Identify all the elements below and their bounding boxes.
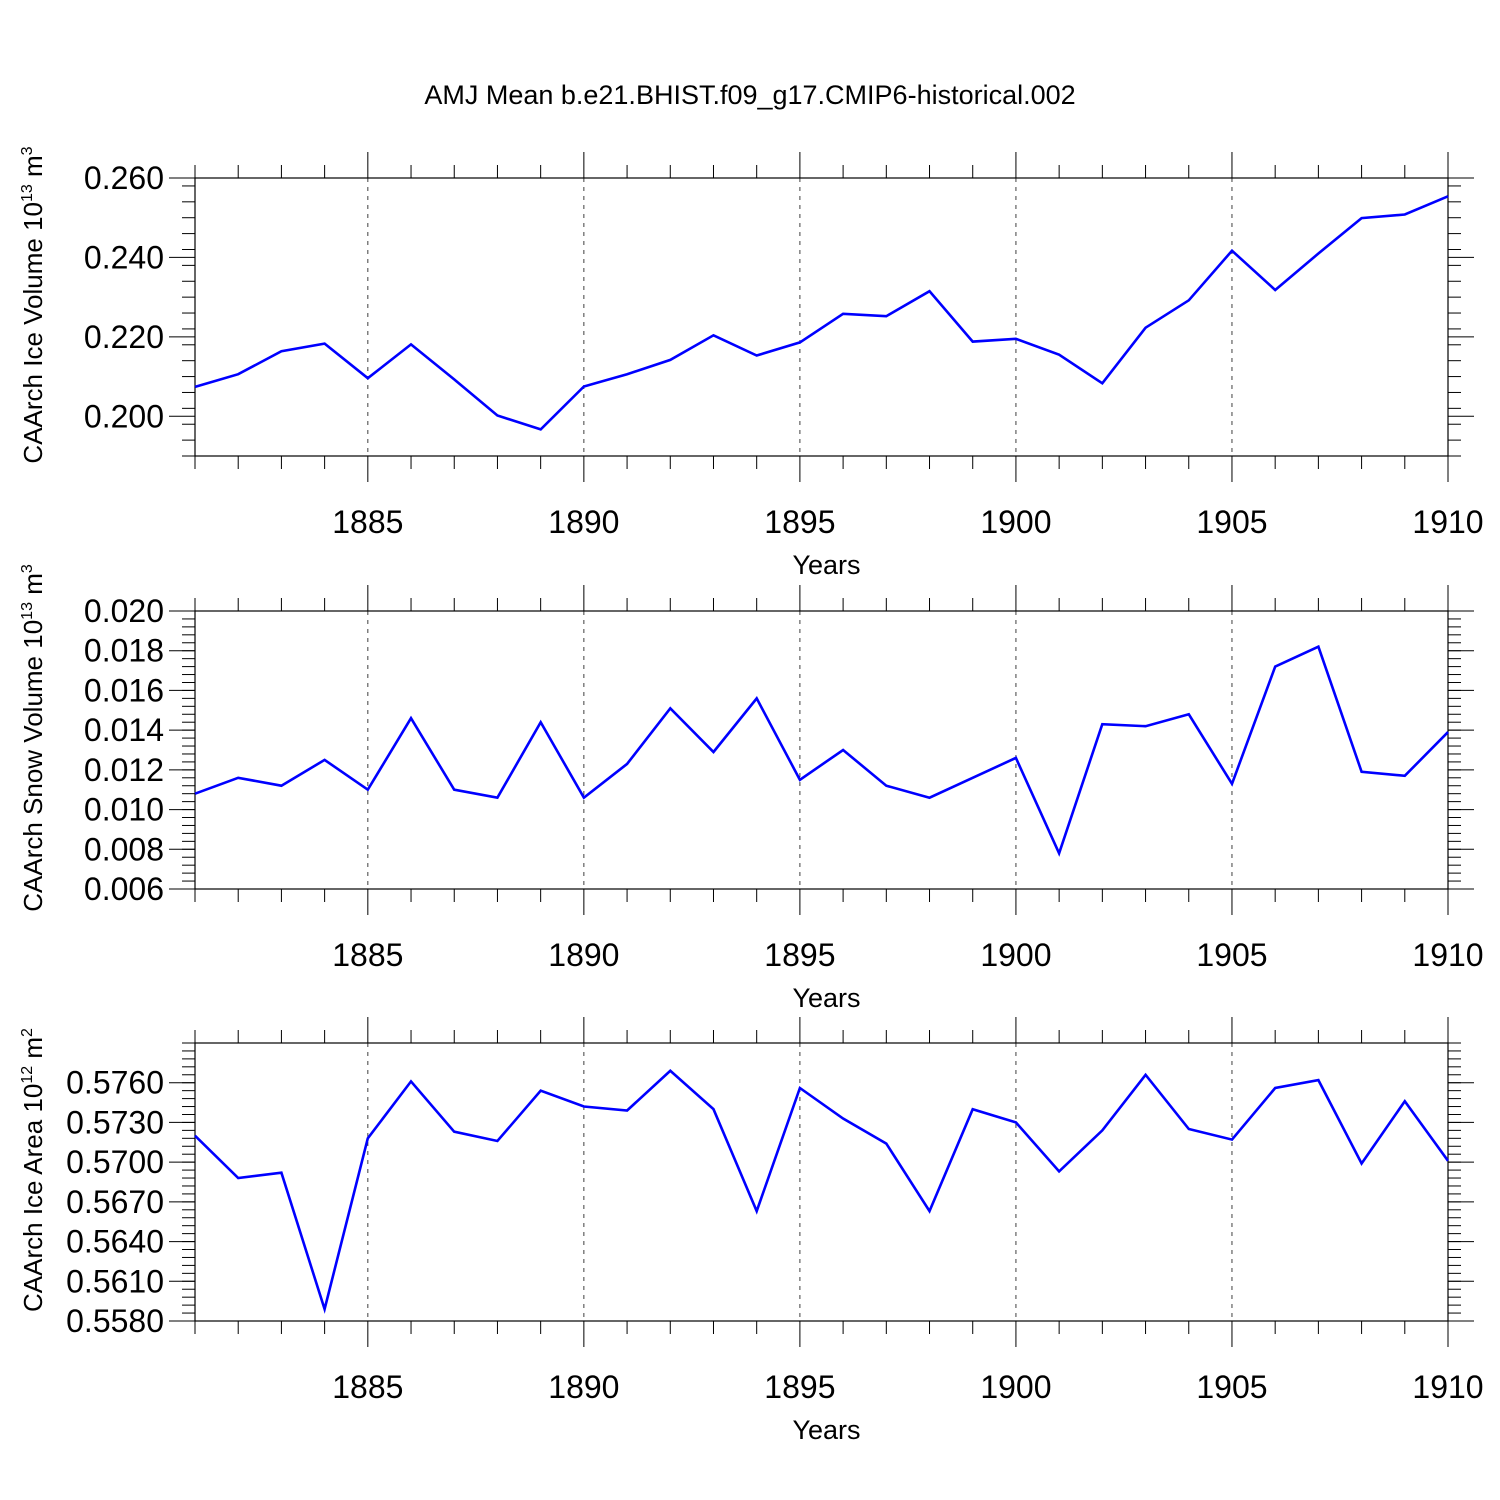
y-tick-label: 0.006 (84, 871, 164, 907)
y-tick-label: 0.012 (84, 752, 164, 788)
x-tick-label: 1905 (1196, 1369, 1267, 1405)
y-tick-label: 0.5640 (66, 1224, 164, 1260)
x-tick-label: 1900 (980, 1369, 1051, 1405)
y-axis-label: CAArch Ice Area 1012 m2 (18, 1028, 48, 1312)
y-axis-label-exponent: 13 (19, 184, 36, 202)
y-tick-label: 0.260 (84, 160, 164, 196)
chart-title: AMJ Mean b.e21.BHIST.f09_g17.CMIP6-histo… (424, 80, 1075, 110)
plot-frame (194, 177, 1449, 457)
y-tick-label: 0.5700 (66, 1144, 164, 1180)
y-tick-label: 0.020 (84, 593, 164, 629)
y-tick-label: 0.018 (84, 633, 164, 669)
plot-frame (194, 1042, 1449, 1322)
y-axis-label-exponent: 13 (19, 602, 36, 620)
x-tick-label: 1895 (764, 504, 835, 540)
y-axis-label-text: CAArch Snow Volume 10 (18, 620, 48, 912)
plot-frame (194, 610, 1449, 890)
y-tick-label: 0.200 (84, 398, 164, 434)
x-tick-label: 1910 (1412, 1369, 1483, 1405)
x-tick-label: 1885 (332, 504, 403, 540)
y-axis-label-unit-exponent: 2 (19, 1028, 36, 1037)
y-tick-label: 0.5670 (66, 1184, 164, 1220)
x-axis-label: Years (792, 1415, 860, 1445)
series-line (194, 195, 1449, 431)
y-tick-label: 0.5730 (66, 1104, 164, 1140)
y-axis-label-unit-exponent: 3 (19, 564, 36, 573)
panel-ice-area: 1885 1890 1895 1900 1905 1910 Years 0.5580 0.561… (18, 1017, 1484, 1445)
series-line (194, 1069, 1450, 1314)
series-line (194, 644, 1449, 857)
y-tick-label: 0.5760 (66, 1065, 164, 1101)
x-tick-label: 1910 (1412, 937, 1483, 973)
y-tick-label: 0.008 (84, 831, 164, 867)
x-tick-label: 1900 (980, 504, 1051, 540)
y-axis-label-unit: m (18, 155, 48, 184)
y-axis-label-text: CAArch Ice Volume 10 (18, 202, 48, 464)
x-tick-label: 1895 (764, 937, 835, 973)
y-axis-label: CAArch Snow Volume 1013 m3 (18, 564, 48, 912)
x-axis-label: Years (792, 983, 860, 1013)
y-tick-label: 0.014 (84, 712, 164, 748)
x-tick-label: 1900 (980, 937, 1051, 973)
y-tick-label: 0.5580 (66, 1303, 164, 1339)
y-tick-label: 0.220 (84, 319, 164, 355)
y-tick-label: 0.016 (84, 672, 164, 708)
y-tick-label: 0.5610 (66, 1263, 164, 1299)
y-axis-label: CAArch Ice Volume 1013 m3 (18, 146, 48, 463)
x-tick-label: 1905 (1196, 937, 1267, 973)
y-axis-label-unit: m (18, 1037, 48, 1066)
x-tick-label: 1885 (332, 1369, 403, 1405)
x-tick-label: 1890 (548, 504, 619, 540)
y-axis-label-text: CAArch Ice Area 10 (18, 1084, 48, 1312)
panel-ice-volume: 1885 1890 1895 1900 1905 1910 Years 0.200 0.220 0… (18, 146, 1484, 580)
x-tick-label: 1890 (548, 937, 619, 973)
x-tick-label: 1885 (332, 937, 403, 973)
y-axis-label-exponent: 12 (19, 1066, 36, 1084)
x-tick-label: 1890 (548, 1369, 619, 1405)
y-axis-label-unit: m (18, 573, 48, 602)
y-tick-label: 0.010 (84, 792, 164, 828)
x-tick-label: 1895 (764, 1369, 835, 1405)
x-axis-label: Years (792, 550, 860, 580)
x-tick-label: 1910 (1412, 504, 1483, 540)
y-tick-label: 0.240 (84, 239, 164, 275)
x-tick-label: 1905 (1196, 504, 1267, 540)
panel-snow-volume: 1885 1890 1895 1900 1905 1910Years0.0060.0080… (18, 564, 1484, 1013)
y-axis-label-unit-exponent: 3 (19, 146, 36, 155)
